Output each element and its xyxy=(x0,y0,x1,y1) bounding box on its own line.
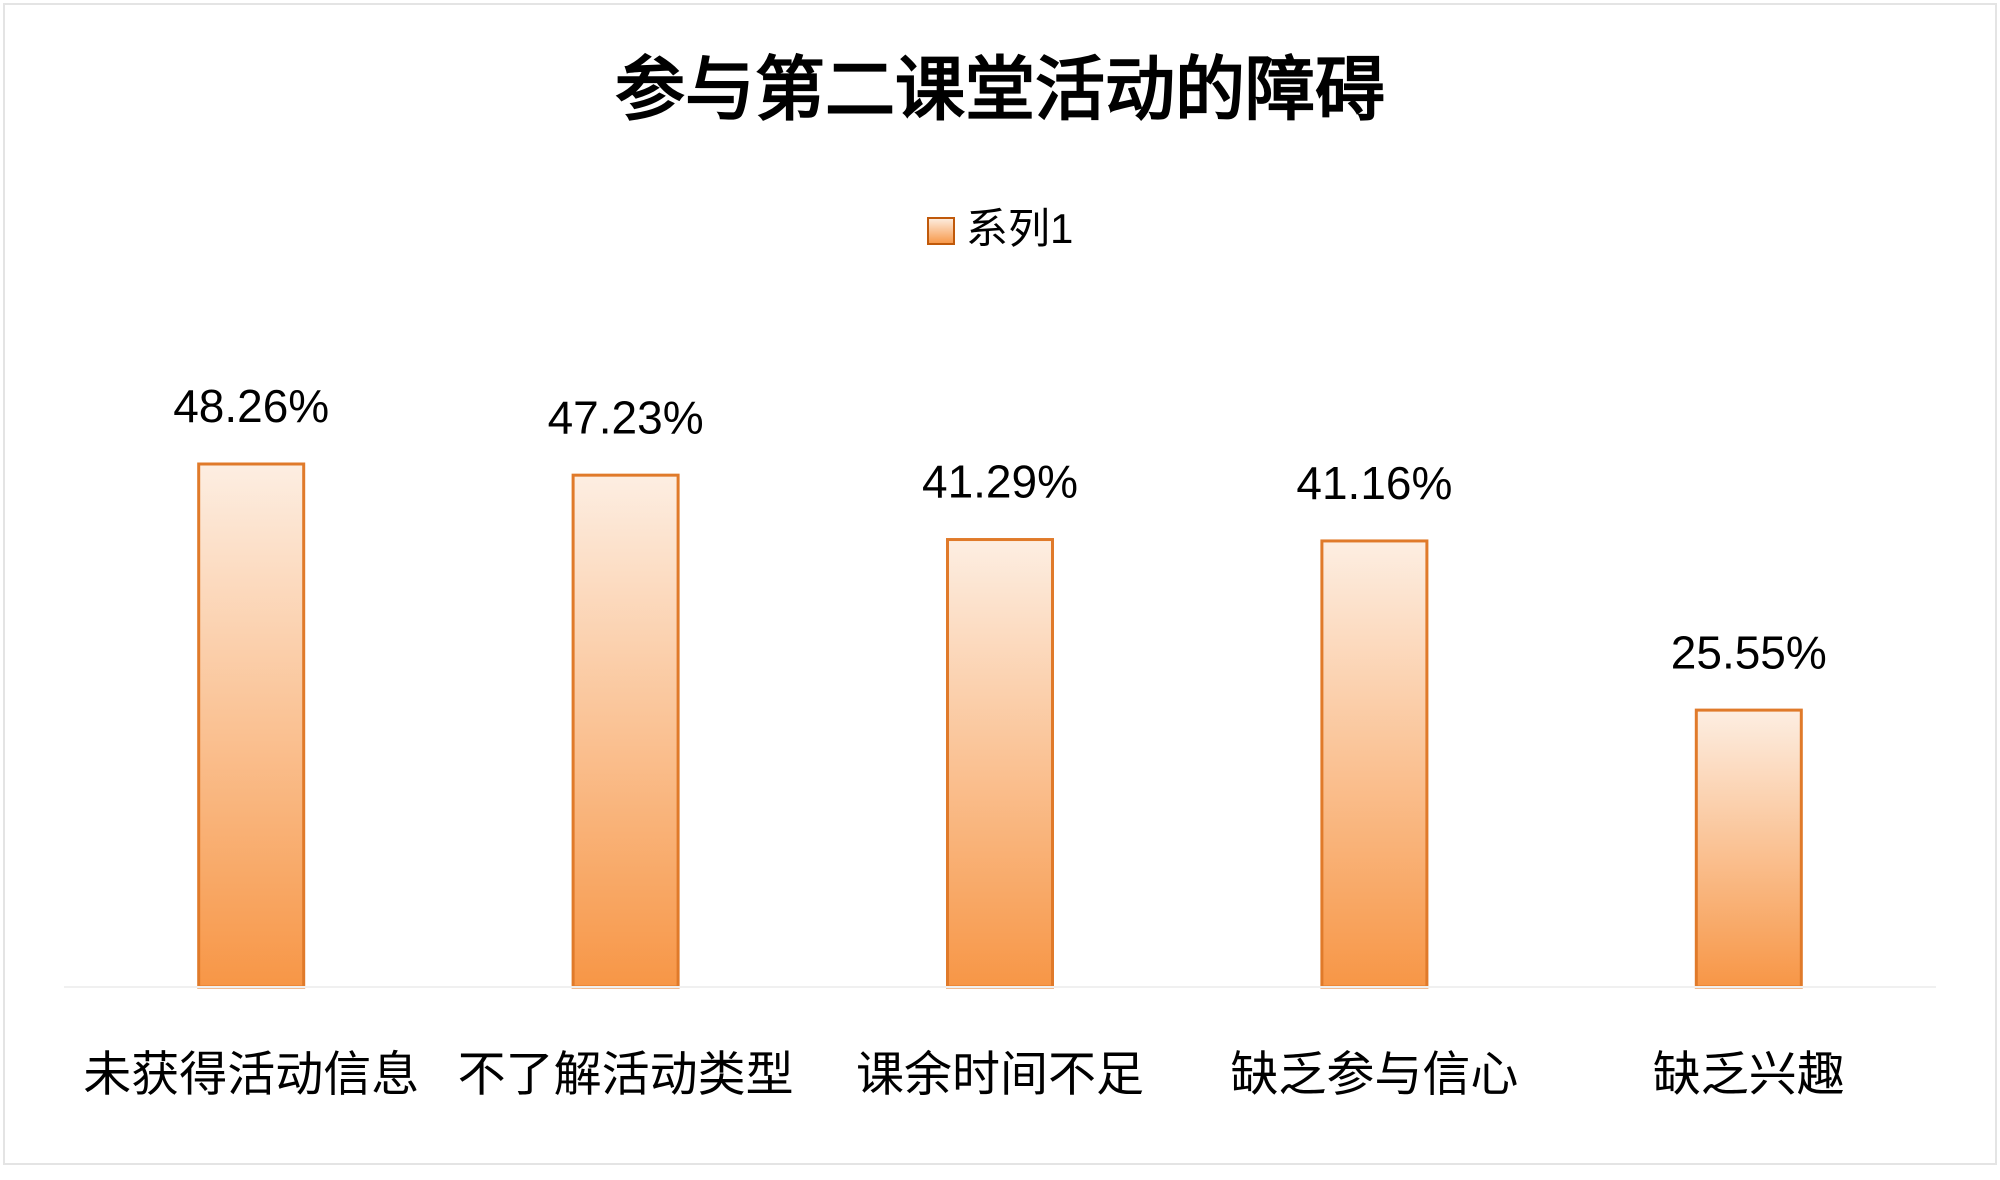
data-label: 25.55% xyxy=(1671,626,1827,678)
x-tick-label: 不了解活动类型 xyxy=(458,1049,794,1102)
legend-swatch xyxy=(927,217,955,245)
bar xyxy=(1320,539,1429,989)
bar xyxy=(946,538,1054,989)
data-label: 41.29% xyxy=(922,456,1078,508)
bar xyxy=(571,473,680,989)
data-label: 41.16% xyxy=(1296,457,1452,509)
data-label: 47.23% xyxy=(548,391,704,443)
legend-label: 系列1 xyxy=(966,205,1073,252)
chart-title: 参与第二课堂活动的障碍 xyxy=(615,50,1385,128)
x-tick-label: 缺乏参与信心 xyxy=(1230,1049,1518,1102)
data-label: 48.26% xyxy=(173,380,329,432)
plot-area: 48.26% 未获得活动信息 47.23% 不了解活动类型 41.29% 课余时间不足 41… xyxy=(64,380,1936,1102)
x-tick-label: 缺乏兴趣 xyxy=(1653,1049,1845,1102)
x-tick-label: 未获得活动信息 xyxy=(83,1049,419,1102)
bar xyxy=(197,462,306,989)
x-tick-label: 课余时间不足 xyxy=(856,1049,1144,1102)
legend: 系列1 xyxy=(927,205,1073,252)
bar xyxy=(1694,708,1803,989)
